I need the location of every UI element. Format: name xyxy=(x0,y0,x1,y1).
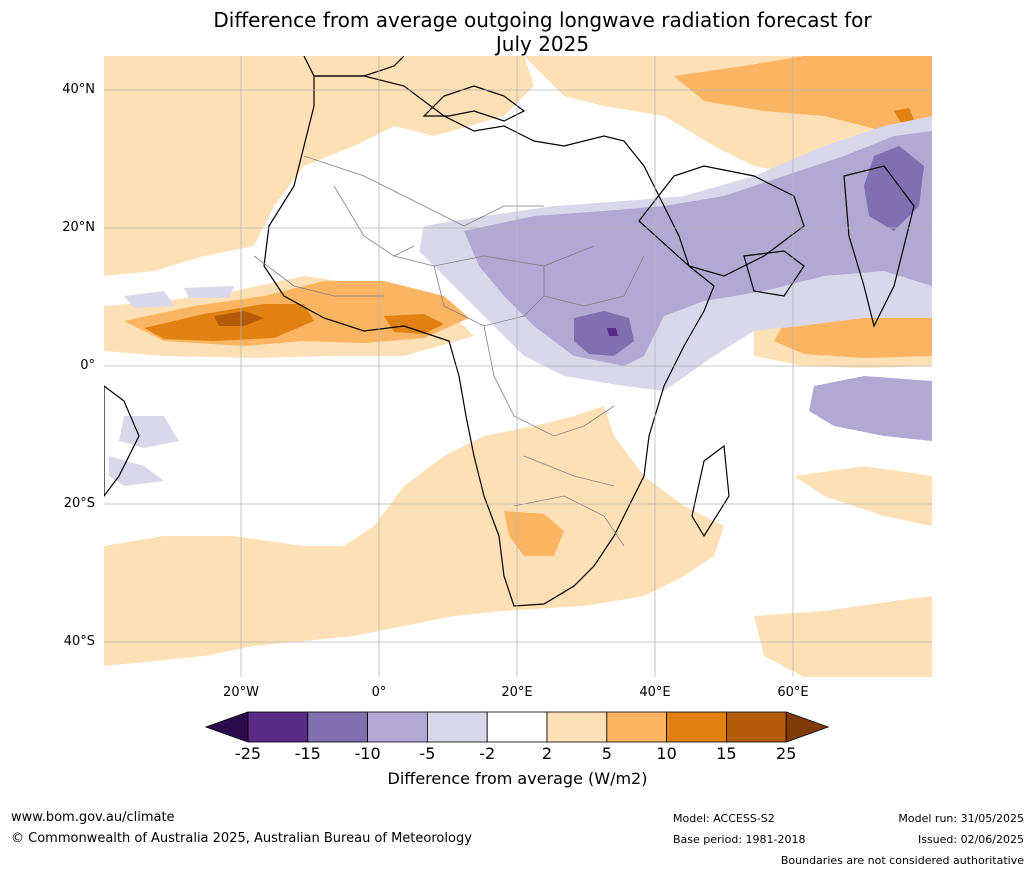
colorbar-tick-label: -5 xyxy=(419,744,436,763)
colorbar-segment xyxy=(606,711,667,743)
colorbar-title: Difference from average (W/m2) xyxy=(387,769,648,788)
colorbar-extend-low xyxy=(204,711,249,743)
colorbar-segment xyxy=(666,711,727,743)
copyright-text: © Commonwealth of Australia 2025, Austra… xyxy=(11,831,472,846)
colorbar-extend-high xyxy=(785,711,830,743)
colorbar-segment xyxy=(247,711,309,743)
colorbar-graphic xyxy=(204,711,830,743)
colorbar-tick-label: 5 xyxy=(601,744,612,763)
lon-label-0: 0° xyxy=(371,685,387,700)
model-text: Model: ACCESS-S2 xyxy=(673,812,775,825)
lat-label-40s: 40°S xyxy=(63,634,95,649)
model-run-text: Model run: 31/05/2025 xyxy=(898,812,1024,825)
colorbar-tick-label: -2 xyxy=(479,744,496,763)
coastlines xyxy=(104,56,915,607)
lat-label-40n: 40°N xyxy=(62,82,95,97)
title-line-1: Difference from average outgoing longwav… xyxy=(213,8,872,32)
colorbar-tick-label: 10 xyxy=(656,744,677,763)
colorbar-tick-label: -15 xyxy=(294,744,321,763)
lon-label-40e: 40°E xyxy=(639,685,671,700)
anomaly-deep-purple xyxy=(607,328,618,336)
lat-label-20n: 20°N xyxy=(62,220,95,235)
lat-label-0: 0° xyxy=(80,358,95,373)
colorbar-segment xyxy=(367,711,428,743)
colorbar-tick-label: 15 xyxy=(716,744,737,763)
title-line-2: July 2025 xyxy=(495,32,590,56)
lon-label-60e: 60°E xyxy=(777,685,809,700)
website-text: www.bom.gov.au/climate xyxy=(11,810,175,825)
colorbar-tick-label: 25 xyxy=(776,744,797,763)
chart-title: Difference from average outgoing longwav… xyxy=(0,8,1035,56)
anomaly-medium-purple xyxy=(464,131,932,441)
lon-label-20e: 20°E xyxy=(501,685,533,700)
map-panel xyxy=(104,56,932,677)
anomaly-light-orange xyxy=(104,56,932,677)
colorbar xyxy=(204,711,830,747)
colorbar-segment xyxy=(726,711,787,743)
colorbar-tick-label: -25 xyxy=(234,744,262,763)
issued-text: Issued: 02/06/2025 xyxy=(917,833,1024,846)
colorbar-segment xyxy=(546,711,608,743)
lat-label-20s: 20°S xyxy=(63,496,95,511)
colorbar-segment xyxy=(486,711,548,743)
colorbar-tick-label: -10 xyxy=(354,744,381,763)
lon-label-20w: 20°W xyxy=(223,685,259,700)
graticule xyxy=(104,56,932,677)
anomaly-brown xyxy=(214,311,264,326)
colorbar-segment xyxy=(307,711,369,743)
base-period-text: Base period: 1981-2018 xyxy=(673,833,806,846)
anomaly-map xyxy=(104,56,932,677)
boundaries-text: Boundaries are not considered authoritat… xyxy=(780,854,1024,867)
colorbar-tick-label: 2 xyxy=(541,744,553,763)
colorbar-segment xyxy=(426,711,488,743)
